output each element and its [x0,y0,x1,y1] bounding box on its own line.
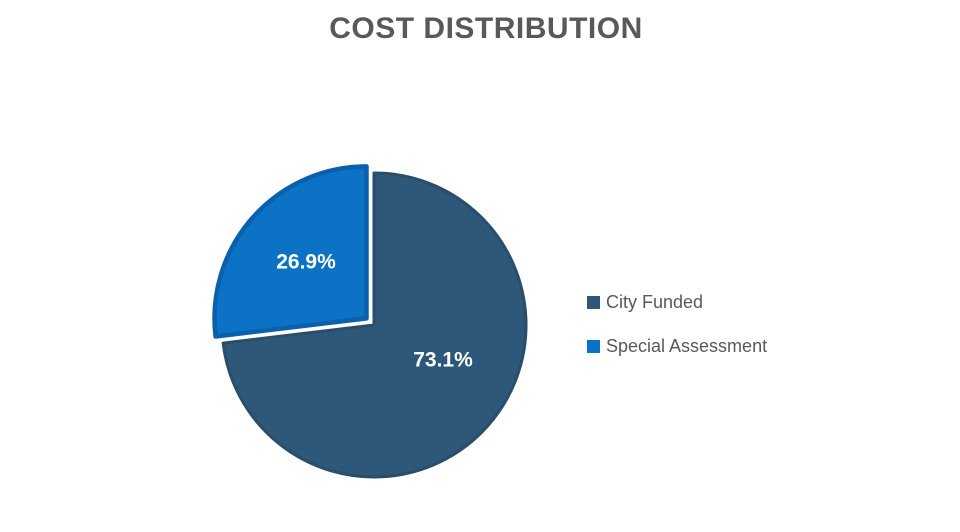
chart-title: COST DISTRIBUTION [329,12,643,45]
legend-swatch-special-assessment [587,339,600,353]
pie-label-city-funded: 73.1% [413,349,473,372]
legend: City Funded Special Assessment [587,292,767,356]
pie-slice-special-assessment[interactable] [212,164,369,339]
pie-slice-city-funded[interactable] [221,171,528,479]
legend-item-city-funded[interactable]: City Funded [587,292,767,312]
legend-item-special-assessment[interactable]: Special Assessment [587,336,767,356]
legend-label-special-assessment: Special Assessment [606,336,768,356]
legend-label-city-funded: City Funded [606,292,704,312]
legend-swatch-city-funded [587,295,600,309]
pie-label-special-assessment: 26.9% [276,251,336,274]
